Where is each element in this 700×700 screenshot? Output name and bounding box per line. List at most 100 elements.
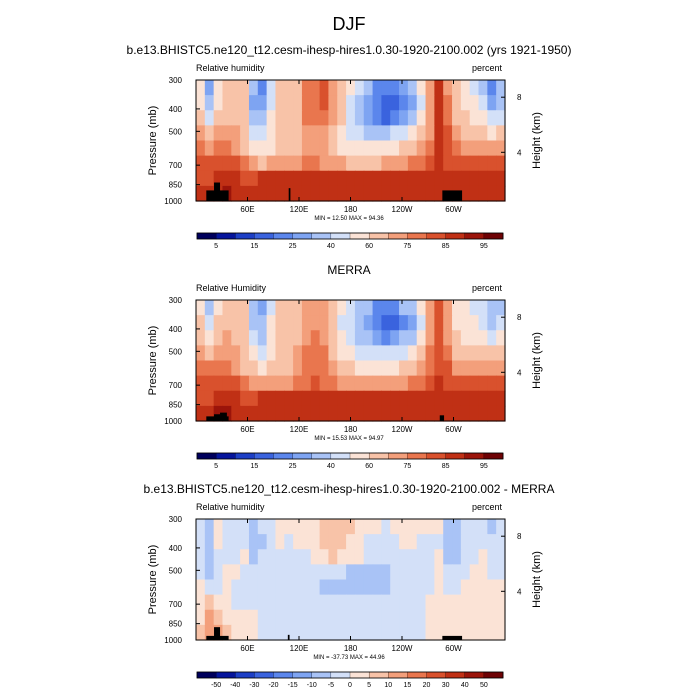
y-tick-label: 300	[169, 76, 183, 85]
field-cell	[372, 185, 382, 202]
field-cell	[487, 315, 497, 331]
field-cell	[452, 125, 462, 142]
field-cell	[354, 519, 365, 535]
field-cell	[434, 80, 444, 96]
field-cell	[478, 140, 488, 157]
field-cell	[434, 330, 444, 346]
field-cell	[452, 95, 462, 111]
left-label: Relative humidity	[196, 63, 265, 73]
field-cell	[425, 594, 435, 611]
field-cell	[460, 609, 471, 626]
field-cell	[301, 594, 312, 611]
field-cell	[293, 80, 303, 96]
field-cell	[196, 549, 206, 565]
field-cell	[204, 594, 215, 611]
field-cell	[328, 519, 338, 535]
field-cell	[196, 594, 206, 611]
field-cell	[248, 80, 259, 96]
field-cell	[222, 519, 232, 535]
field-cell	[399, 390, 409, 407]
panel-title: b.e13.BHISTC5.ne120_t12.cesm-ihesp-hires…	[144, 482, 555, 496]
field-cell	[416, 140, 427, 157]
field-cell	[443, 624, 453, 641]
field-cell	[425, 110, 435, 126]
field-cell	[390, 519, 400, 535]
field-cell	[319, 345, 330, 362]
field-cell	[204, 345, 215, 362]
field-cell	[407, 110, 418, 126]
field-cell	[266, 609, 277, 626]
field-cell	[346, 110, 356, 126]
field-cell	[240, 140, 250, 157]
panel-3: b.e13.BHISTC5.ne120_t12.cesm-ihesp-hires…	[144, 482, 555, 689]
field-cell	[434, 624, 444, 641]
field-cell	[328, 110, 338, 126]
contour-field	[196, 80, 506, 202]
y-tick-label: 700	[169, 381, 183, 390]
field-cell	[346, 549, 356, 565]
field-cell	[460, 360, 471, 377]
field-cell	[496, 300, 506, 316]
field-cell	[240, 360, 250, 377]
field-cell	[443, 140, 453, 157]
field-cell	[222, 95, 232, 111]
colorbar-swatch	[215, 671, 236, 679]
y-tick-label: 700	[169, 600, 183, 609]
field-cell	[301, 95, 312, 111]
field-cell	[452, 624, 462, 641]
field-cell	[293, 624, 303, 641]
field-cell	[319, 360, 330, 377]
y-tick-label: 850	[169, 181, 183, 190]
field-cell	[478, 579, 488, 596]
terrain-mask	[442, 190, 463, 201]
field-cell	[443, 360, 453, 377]
y-tick-label: 1000	[164, 636, 182, 645]
field-cell	[213, 155, 224, 172]
field-cell	[434, 315, 444, 331]
field-cell	[231, 624, 241, 641]
field-cell	[460, 110, 471, 126]
colorbar-swatch	[388, 452, 408, 460]
field-cell	[478, 170, 488, 187]
field-cell	[301, 519, 312, 535]
field-cell	[381, 185, 391, 202]
field-cell	[319, 594, 330, 611]
colorbar-swatch	[388, 232, 408, 240]
field-cell	[196, 624, 206, 641]
field-cell	[346, 185, 356, 202]
field-cell	[372, 624, 382, 641]
colorbar-swatch	[445, 452, 466, 460]
y2-axis-title: Height (km)	[531, 332, 543, 389]
field-cell	[363, 594, 374, 611]
field-cell	[240, 315, 250, 331]
field-cell	[407, 609, 418, 626]
terrain-mask	[214, 414, 221, 421]
field-cell	[407, 315, 418, 331]
colorbar-swatch	[235, 232, 255, 240]
field-cell	[478, 95, 488, 111]
field-cell	[381, 345, 391, 362]
field-cell	[328, 405, 338, 422]
field-cell	[469, 534, 480, 550]
field-cell	[266, 170, 277, 187]
field-cell	[275, 185, 285, 202]
colorbar-swatch	[292, 671, 313, 679]
field-cell	[416, 185, 427, 202]
field-cell	[460, 330, 471, 346]
field-cell	[381, 140, 391, 157]
field-cell	[196, 360, 206, 377]
field-cell	[407, 140, 418, 157]
field-cell	[284, 360, 294, 377]
field-cell	[257, 345, 268, 362]
field-cell	[390, 155, 400, 172]
field-cell	[443, 564, 453, 581]
field-cell	[275, 609, 285, 626]
field-cell	[478, 155, 488, 172]
field-cell	[328, 579, 338, 596]
field-cell	[293, 549, 303, 565]
field-cell	[487, 594, 497, 611]
field-cell	[284, 534, 294, 550]
field-cell	[487, 549, 497, 565]
field-cell	[204, 609, 215, 626]
field-cell	[487, 360, 497, 377]
